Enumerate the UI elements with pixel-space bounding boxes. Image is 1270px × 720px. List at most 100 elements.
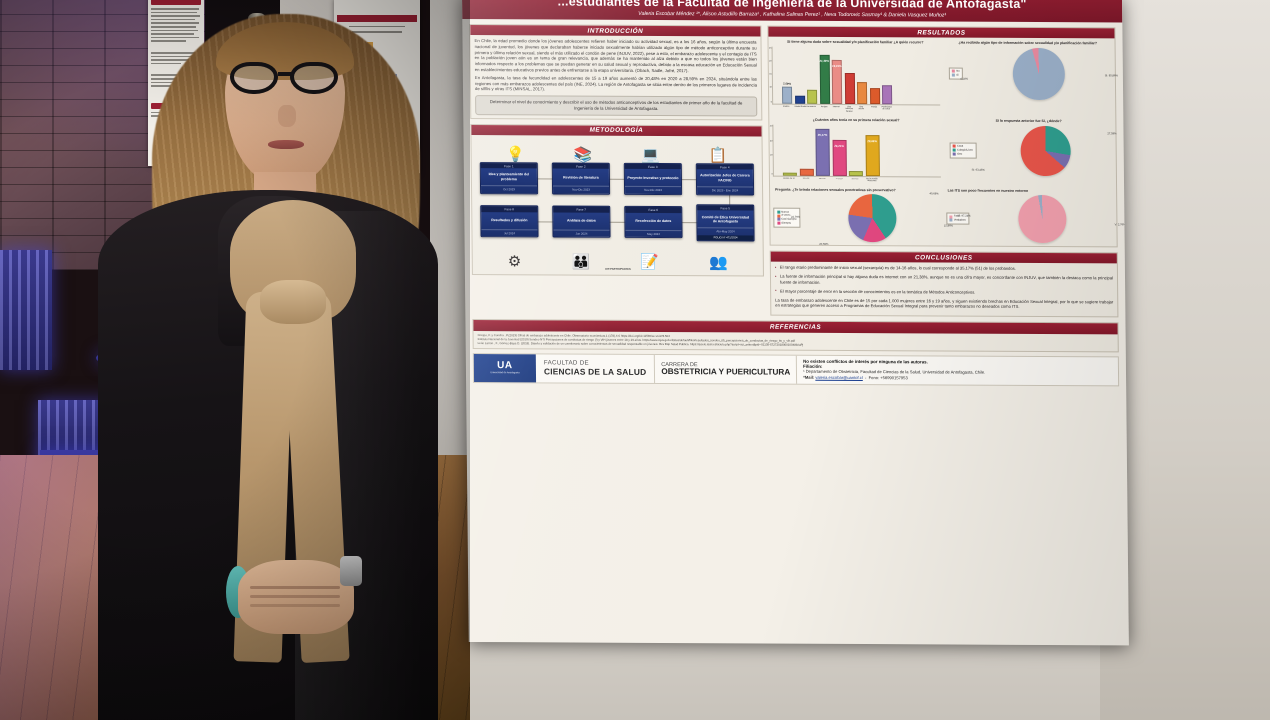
phase-4-date: Dic 2023 - Ene 2024 xyxy=(697,186,754,195)
bar-sin-relaciones: 29,66% xyxy=(865,135,880,176)
phase-1-date: Oct 2023 xyxy=(481,185,538,194)
bar-12-13 xyxy=(799,168,814,176)
bar-otro-familiar xyxy=(844,72,855,104)
chair-backrest-left xyxy=(0,250,52,370)
scarf-knot xyxy=(260,280,326,324)
nose xyxy=(278,105,296,127)
meeting-icon: 👥 xyxy=(708,254,728,272)
chart-recurre-plot: 25 20 15 10 0 7,59% 21,38% 19,31% xyxy=(769,46,940,106)
conclusion-closing: La tasa de embarazo adolescente en Chile… xyxy=(775,297,1114,310)
phase-5-folio: FOLIO N° 471/2024 xyxy=(697,235,754,241)
objective-box: Determinar el nivel de conocimiento y de… xyxy=(475,95,758,117)
ua-logo-subtitle: Universidad de Antofagasta xyxy=(490,371,520,375)
methodology-flow-row-1: Fase 1 Idea y planteamiento del problema… xyxy=(476,161,758,196)
person-laptop-icon: 💻 xyxy=(641,146,660,164)
chart-donde-title: Si la respuesta anterior fue Si, ¿dónde? xyxy=(995,118,1062,124)
contact-email[interactable]: valeria.escobar@uantof.cl xyxy=(815,374,863,380)
phase-6-date: May 2024 xyxy=(625,229,682,238)
mouth xyxy=(268,140,304,149)
phase-box-1: Fase 1 Idea y planteamiento del problema… xyxy=(479,161,539,195)
eyeglasses xyxy=(230,62,342,96)
beige-scarf xyxy=(230,200,356,664)
bar-otro-adulto xyxy=(856,81,868,104)
phase-7-date: Jun 2024 xyxy=(553,229,610,238)
chart-informacion-pie: ¿Ha recibido algún tipo de información s… xyxy=(944,40,1118,115)
clasped-hands xyxy=(238,560,354,634)
bar-20-22 xyxy=(848,170,863,176)
section-metodologia: METODOLOGÍA 💡 📚 💻 📋 Fase 1 Idea y plante… xyxy=(470,123,764,277)
introduccion-paragraph-1: En Chile, la edad promedio donde los jóv… xyxy=(474,38,757,73)
gears-icon: ⚙ xyxy=(507,253,522,271)
chart-its-pie: Las ITS son poco frecuentes en nuestro e… xyxy=(945,188,1125,244)
section-conclusiones: CONCLUSIONES El rango etario predominant… xyxy=(769,250,1119,318)
phase-8-text: Resultados y difusión xyxy=(491,218,528,223)
chart-edad-title: ¿Cuántos años tenía en su primera relaci… xyxy=(812,117,900,123)
pie-its xyxy=(1018,194,1068,244)
methodology-flow-row-2: Fase 8 Resultados y difusión Jul 2024 Fa… xyxy=(476,203,758,242)
chart-edad-bar: ¿Cuántos años tenía en su primera relaci… xyxy=(770,117,941,183)
career-block: CARRERA DE OBSTETRICIA Y PUERICULTURA xyxy=(655,355,798,384)
phase-box-8: Fase 8 Resultados y difusión Jul 2024 xyxy=(480,205,539,238)
chart-penetrativas-pie: Pregunta: ¿Te brinda relaciones sexuales… xyxy=(773,187,953,246)
bar-padres: 7,59% xyxy=(781,82,793,104)
phase-box-5: Fase 5 Comité de Ética Universidad de An… xyxy=(696,204,755,242)
methodology-icon-row-bottom: ⚙ 👪 📝 👥 xyxy=(477,243,759,272)
bar-internet: 19,31% xyxy=(831,59,843,104)
chart-donde-pie: Si la respuesta anterior fue Si, ¿dónde?… xyxy=(945,118,1117,184)
phase-5-text: Comité de Ética Universidad de Antofagas… xyxy=(701,214,749,224)
glasses-bridge xyxy=(278,72,292,76)
chart-its-title: Las ITS son poco frecuentes en nuestro e… xyxy=(947,188,1029,193)
phase-8-date: Jul 2024 xyxy=(481,229,538,237)
checklist-icon: 📋 xyxy=(708,147,728,165)
bar-pareja xyxy=(869,88,880,105)
affiliation-block: No existen conflictos de interés por nin… xyxy=(797,356,1118,385)
phase-4-text: Autorización Jefes de Carrera FACING xyxy=(700,173,750,183)
phase-6-text: Recolección de datos xyxy=(635,219,672,224)
chart-informacion-title: ¿Ha recibido algún tipo de información s… xyxy=(958,40,1098,46)
chart-edad-yaxis: 40 30 20 0 xyxy=(769,124,773,176)
bar-menos12 xyxy=(782,172,797,176)
ua-logo-text: UA xyxy=(497,360,513,372)
lens-left xyxy=(230,62,278,94)
university-logo: UA Universidad de Antofagasta xyxy=(473,354,537,382)
phase-box-4: Fase 4 Autorización Jefes de Carrera FAC… xyxy=(695,162,755,196)
phase-2-text: Revisión de literatura xyxy=(563,175,599,180)
bar-17-19: 26,21% xyxy=(832,139,847,176)
chart-edad-xlabels: Menos de 12 12 a 13 14 a 16 17 a 19 20 a… xyxy=(783,177,878,183)
phase-1-text: Idea y planteamiento del problema xyxy=(488,172,530,182)
section-introduccion: INTRODUCCIÓN En Chile, la edad promedio … xyxy=(469,24,763,121)
phase-box-6: Fase 6 Recolección de datos May 2024 xyxy=(624,206,683,239)
section-resultados: RESULTADOS Si tiene alguna duda sobre se… xyxy=(767,25,1125,248)
phase-box-7: Fase 7 Análisis de datos Jun 2024 xyxy=(552,205,611,239)
bar-hermanos xyxy=(807,89,818,104)
mail-label: *Mail: xyxy=(803,374,815,380)
bar-madre-padre xyxy=(794,95,805,104)
phase-3-date: Nov-Dic 2023 xyxy=(625,186,682,194)
pie-penetrativas xyxy=(847,194,897,243)
poster-footer: UA Universidad de Antofagasta FACULTAD D… xyxy=(472,353,1120,386)
phase-box-2: Fase 2 Revisión de literatura Nov-Dic 20… xyxy=(551,162,611,195)
career-name: OBSTETRICIA Y PUERICULTURA xyxy=(661,366,791,377)
pie-informacion xyxy=(1012,47,1066,101)
introduccion-paragraph-2: En Antofagasta, la tasa de fecundidad en… xyxy=(474,75,757,92)
bar-profesional xyxy=(881,85,893,105)
conclusion-item-3: El mayor porcentaje de error en la secci… xyxy=(775,288,1113,295)
lens-right xyxy=(290,62,338,94)
presenter-person xyxy=(40,0,460,720)
bar-amigos: 21,38% xyxy=(819,54,830,104)
faculty-name: CIENCIAS DE LA SALUD xyxy=(543,366,647,378)
methodology-icon-row-top: 💡 📚 💻 📋 xyxy=(476,138,758,165)
contact-phone: +56990157953 xyxy=(880,375,908,381)
chart-donde-legend: Casa Colegio/Liceo Otro xyxy=(949,142,977,159)
chart-recurre-yaxis: 25 20 15 10 0 xyxy=(768,46,773,104)
phase-7-text: Análisis de datos xyxy=(566,218,596,223)
poster-authors: Valeria Escobar Méndez ¹*, Alison Astudi… xyxy=(638,11,947,19)
pie-donde xyxy=(1020,125,1072,176)
wristwatch xyxy=(340,556,362,586)
books-icon: 📚 xyxy=(573,146,593,164)
phase-2-date: Nov-Dic 2023 xyxy=(553,185,610,194)
phone-label: Fono: xyxy=(868,374,880,381)
conclusion-item-1: El rango etario predominante de inicio s… xyxy=(775,265,1113,272)
research-poster: ...estudiantes de la Facultad de Ingenie… xyxy=(462,0,1129,646)
